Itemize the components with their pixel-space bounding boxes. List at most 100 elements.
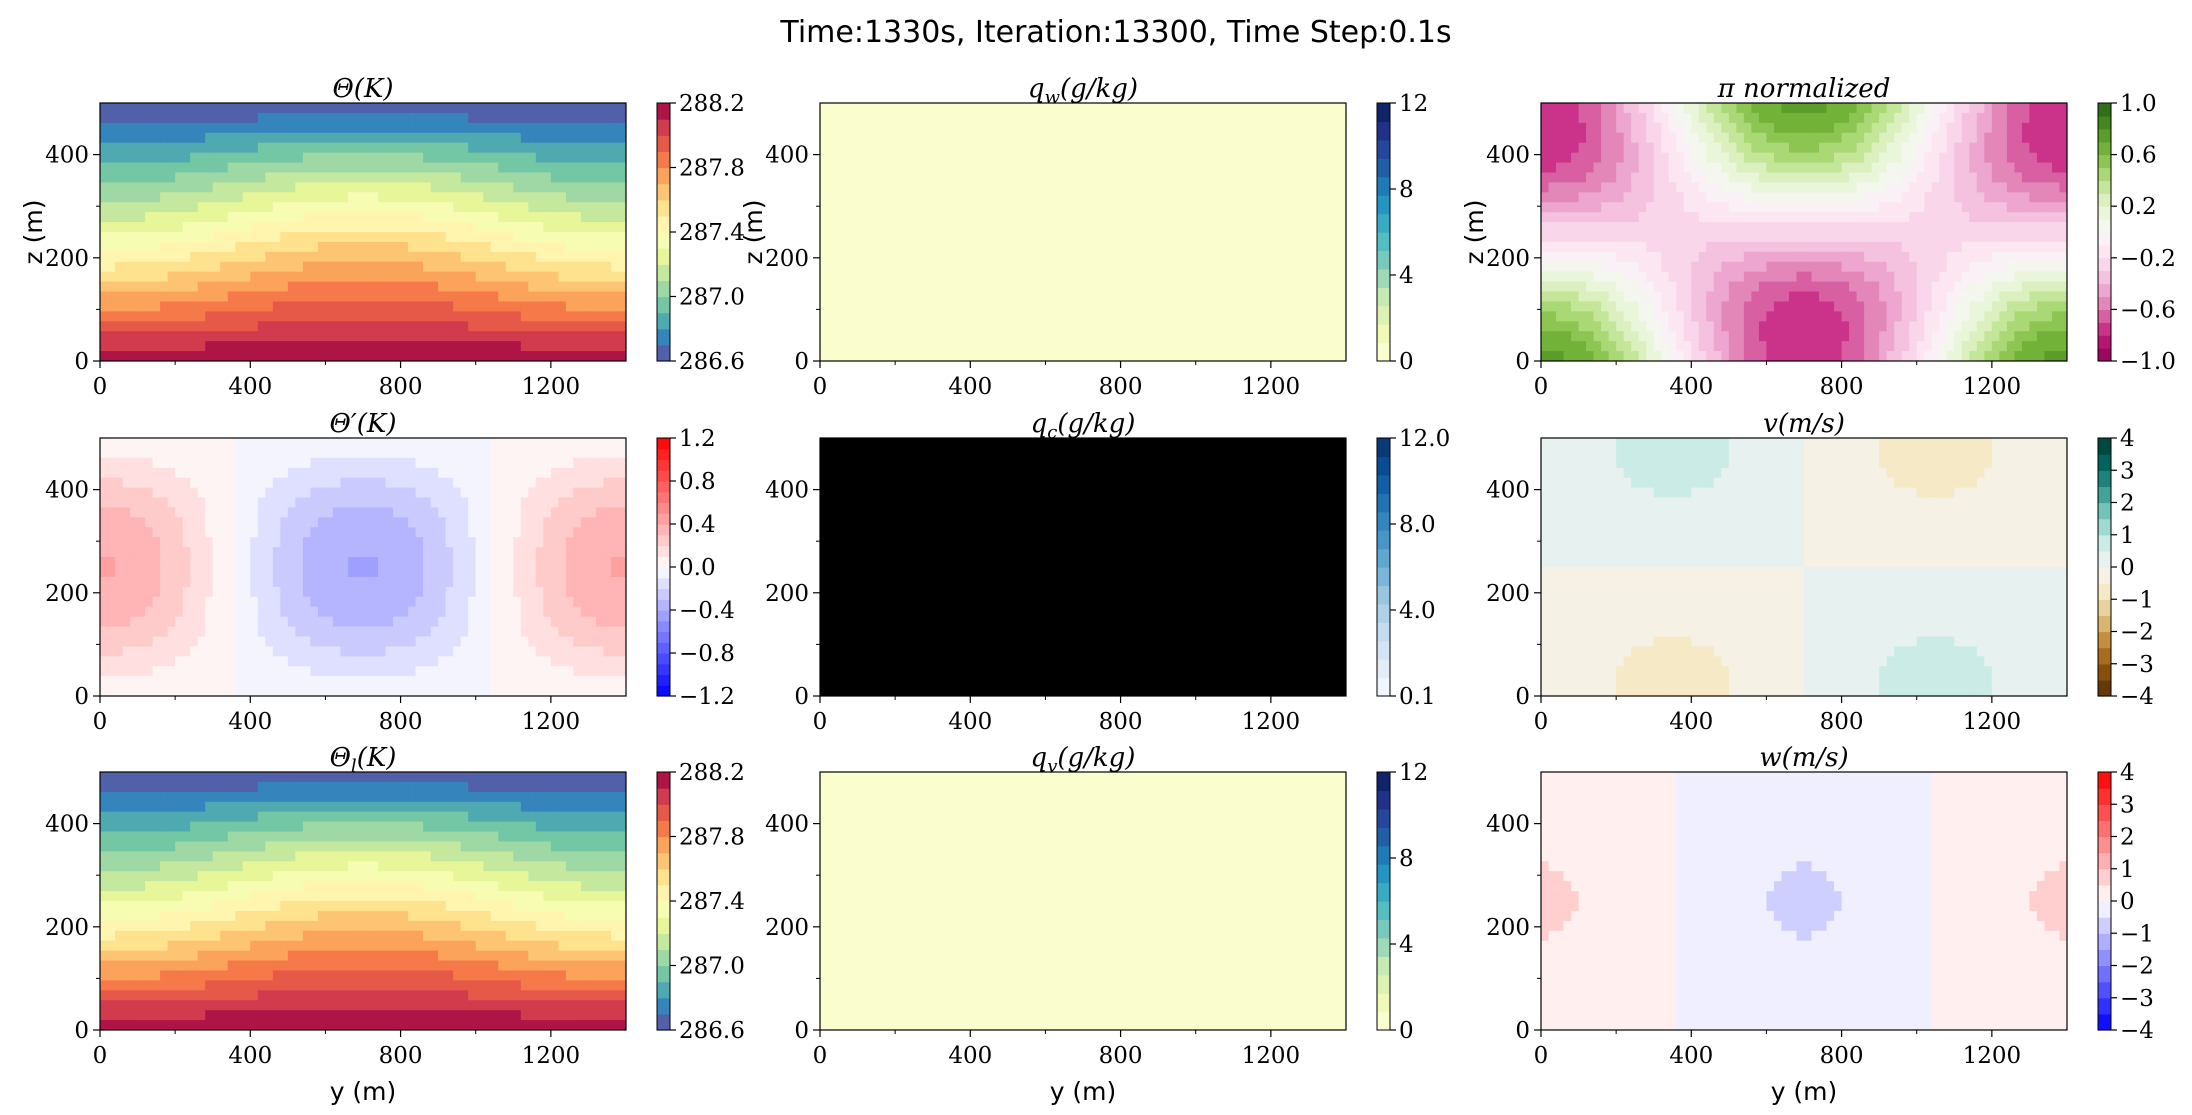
x-tick-label: 800 [1820, 1043, 1864, 1069]
y-tick-label: 400 [1486, 478, 1530, 504]
panel-title: qv(g/kg) [1031, 743, 1136, 777]
x-tick-label: 0 [1534, 1043, 1549, 1069]
x-tick-label: 0 [93, 1043, 108, 1069]
colorbar-tick-label: 0.2 [2120, 194, 2157, 220]
y-tick-label: 0 [74, 1018, 89, 1044]
x-tick-label: 400 [228, 374, 272, 400]
y-tick-label: 0 [1515, 1018, 1530, 1044]
field-theta [100, 103, 626, 361]
colorbar-tick-label: −0.4 [679, 598, 735, 624]
colorbar-tick-label: −3 [2120, 652, 2154, 678]
panel-w: w(m/s) 0 400 800 1200 0 200 400 y (m) 4 3 2 1 0 −1 −2 −3… [1486, 743, 2154, 1106]
x-tick-label: 0 [813, 374, 828, 400]
colorbar-tick-label: 1 [2120, 857, 2135, 883]
colorbar-tick-label: 286.6 [679, 349, 745, 375]
panel-title: w(m/s) [1759, 743, 1848, 773]
y-axis-label: z (m) [739, 200, 768, 265]
colorbar-tick-label: 1 [2120, 523, 2135, 549]
y-tick-label: 0 [74, 349, 89, 375]
colorbar-tick-label: 2 [2120, 825, 2135, 851]
colorbar-tick-label: 0 [2120, 555, 2135, 581]
x-tick-label: 1200 [1242, 374, 1301, 400]
field-v [1541, 438, 2067, 696]
colorbar-tick-label: −2 [2120, 620, 2154, 646]
y-tick-label: 200 [1486, 581, 1530, 607]
colorbar: 4 3 2 1 0 −1 −2 −3 −4 [2097, 426, 2154, 710]
colorbar-tick-label: 4 [2120, 426, 2135, 452]
x-tick-label: 400 [948, 709, 992, 735]
y-tick-label: 0 [1515, 349, 1530, 375]
figure-title: Time:1330s, Iteration:13300, Time Step:0… [779, 15, 1451, 50]
colorbar: 1.2 0.8 0.4 0.0 −0.4 −0.8 −1.2 [656, 426, 735, 710]
x-tick-label: 800 [379, 1043, 423, 1069]
colorbar-tick-label: −1.0 [2120, 349, 2176, 375]
axes-frame [819, 102, 1347, 362]
field-w [1541, 772, 2067, 1030]
x-tick-label: 1200 [522, 1043, 581, 1069]
colorbar-tick-label: 0 [1399, 1018, 1414, 1044]
colorbar-frame [2097, 102, 2112, 362]
colorbar: 12 8 4 0 [1376, 760, 1428, 1044]
colorbar-tick-label: 0.6 [2120, 143, 2157, 169]
colorbar-tick-label: 0.8 [679, 469, 716, 495]
y-tick-label: 400 [45, 143, 89, 169]
x-tick-label: 0 [1534, 374, 1549, 400]
x-tick-label: 0 [93, 709, 108, 735]
y-tick-label: 200 [45, 915, 89, 941]
colorbar-tick-label: −3 [2120, 986, 2154, 1012]
x-tick-label: 800 [1820, 374, 1864, 400]
x-axis-label: y (m) [1771, 1077, 1838, 1106]
colorbar: 288.2 287.8 287.4 287.0 286.6 [656, 760, 745, 1044]
colorbar-tick-label: 0 [1399, 349, 1414, 375]
y-tick-label: 200 [45, 246, 89, 272]
y-tick-label: 200 [765, 915, 809, 941]
axes-frame [819, 437, 1347, 697]
x-tick-label: 1200 [1242, 1043, 1301, 1069]
colorbar-tick-label: 8 [1399, 846, 1414, 872]
y-axis-label: z (m) [19, 200, 48, 265]
axes-frame [1540, 102, 2068, 362]
y-tick-label: 400 [765, 478, 809, 504]
x-tick-label: 400 [1669, 1043, 1713, 1069]
panel-title: v(m/s) [1763, 409, 1845, 439]
x-axis-label: y (m) [1050, 1077, 1117, 1106]
colorbar: 12.0 8.0 4.0 0.1 [1376, 426, 1450, 710]
x-tick-label: 800 [379, 374, 423, 400]
panel-title: qw(g/kg) [1028, 74, 1138, 108]
x-tick-label: 800 [1820, 709, 1864, 735]
panel-theta: Θ(K) 0 400 800 1200 0 200 400 z (m) 288.2 287.8 287… [19, 74, 745, 400]
colorbar-tick-label: 288.2 [679, 91, 745, 117]
colorbar-tick-label: 8.0 [1399, 512, 1436, 538]
y-tick-label: 200 [765, 246, 809, 272]
colorbar-tick-label: 288.2 [679, 760, 745, 786]
panel-title: Θ′(K) [330, 409, 397, 439]
x-tick-label: 0 [813, 1043, 828, 1069]
x-tick-label: 0 [1534, 709, 1549, 735]
x-tick-label: 800 [379, 709, 423, 735]
colorbar: 4 3 2 1 0 −1 −2 −3 −4 [2097, 760, 2154, 1044]
panel-title: qc(g/kg) [1031, 409, 1136, 443]
axes-frame [99, 437, 627, 697]
field-thetap [100, 438, 626, 696]
y-tick-label: 400 [1486, 143, 1530, 169]
axes-frame [99, 102, 627, 362]
colorbar-tick-label: 287.4 [679, 220, 745, 246]
y-tick-label: 0 [794, 684, 809, 710]
field-qv [820, 772, 1346, 1030]
uniform-field [820, 103, 1346, 361]
colorbar-tick-label: 287.4 [679, 889, 745, 915]
panel-title: π normalized [1717, 74, 1891, 104]
colorbar: 288.2 287.8 287.4 287.0 286.6 [656, 91, 745, 375]
x-tick-label: 800 [1099, 374, 1143, 400]
axes-frame [1540, 771, 2068, 1031]
y-tick-label: 0 [1515, 684, 1530, 710]
y-tick-label: 400 [45, 812, 89, 838]
colorbar-tick-label: 0.1 [1399, 684, 1436, 710]
axes-frame [1540, 437, 2068, 697]
colorbar-tick-label: 12 [1399, 760, 1428, 786]
y-tick-label: 0 [74, 684, 89, 710]
y-tick-label: 400 [765, 812, 809, 838]
colorbar-tick-label: 12 [1399, 91, 1428, 117]
